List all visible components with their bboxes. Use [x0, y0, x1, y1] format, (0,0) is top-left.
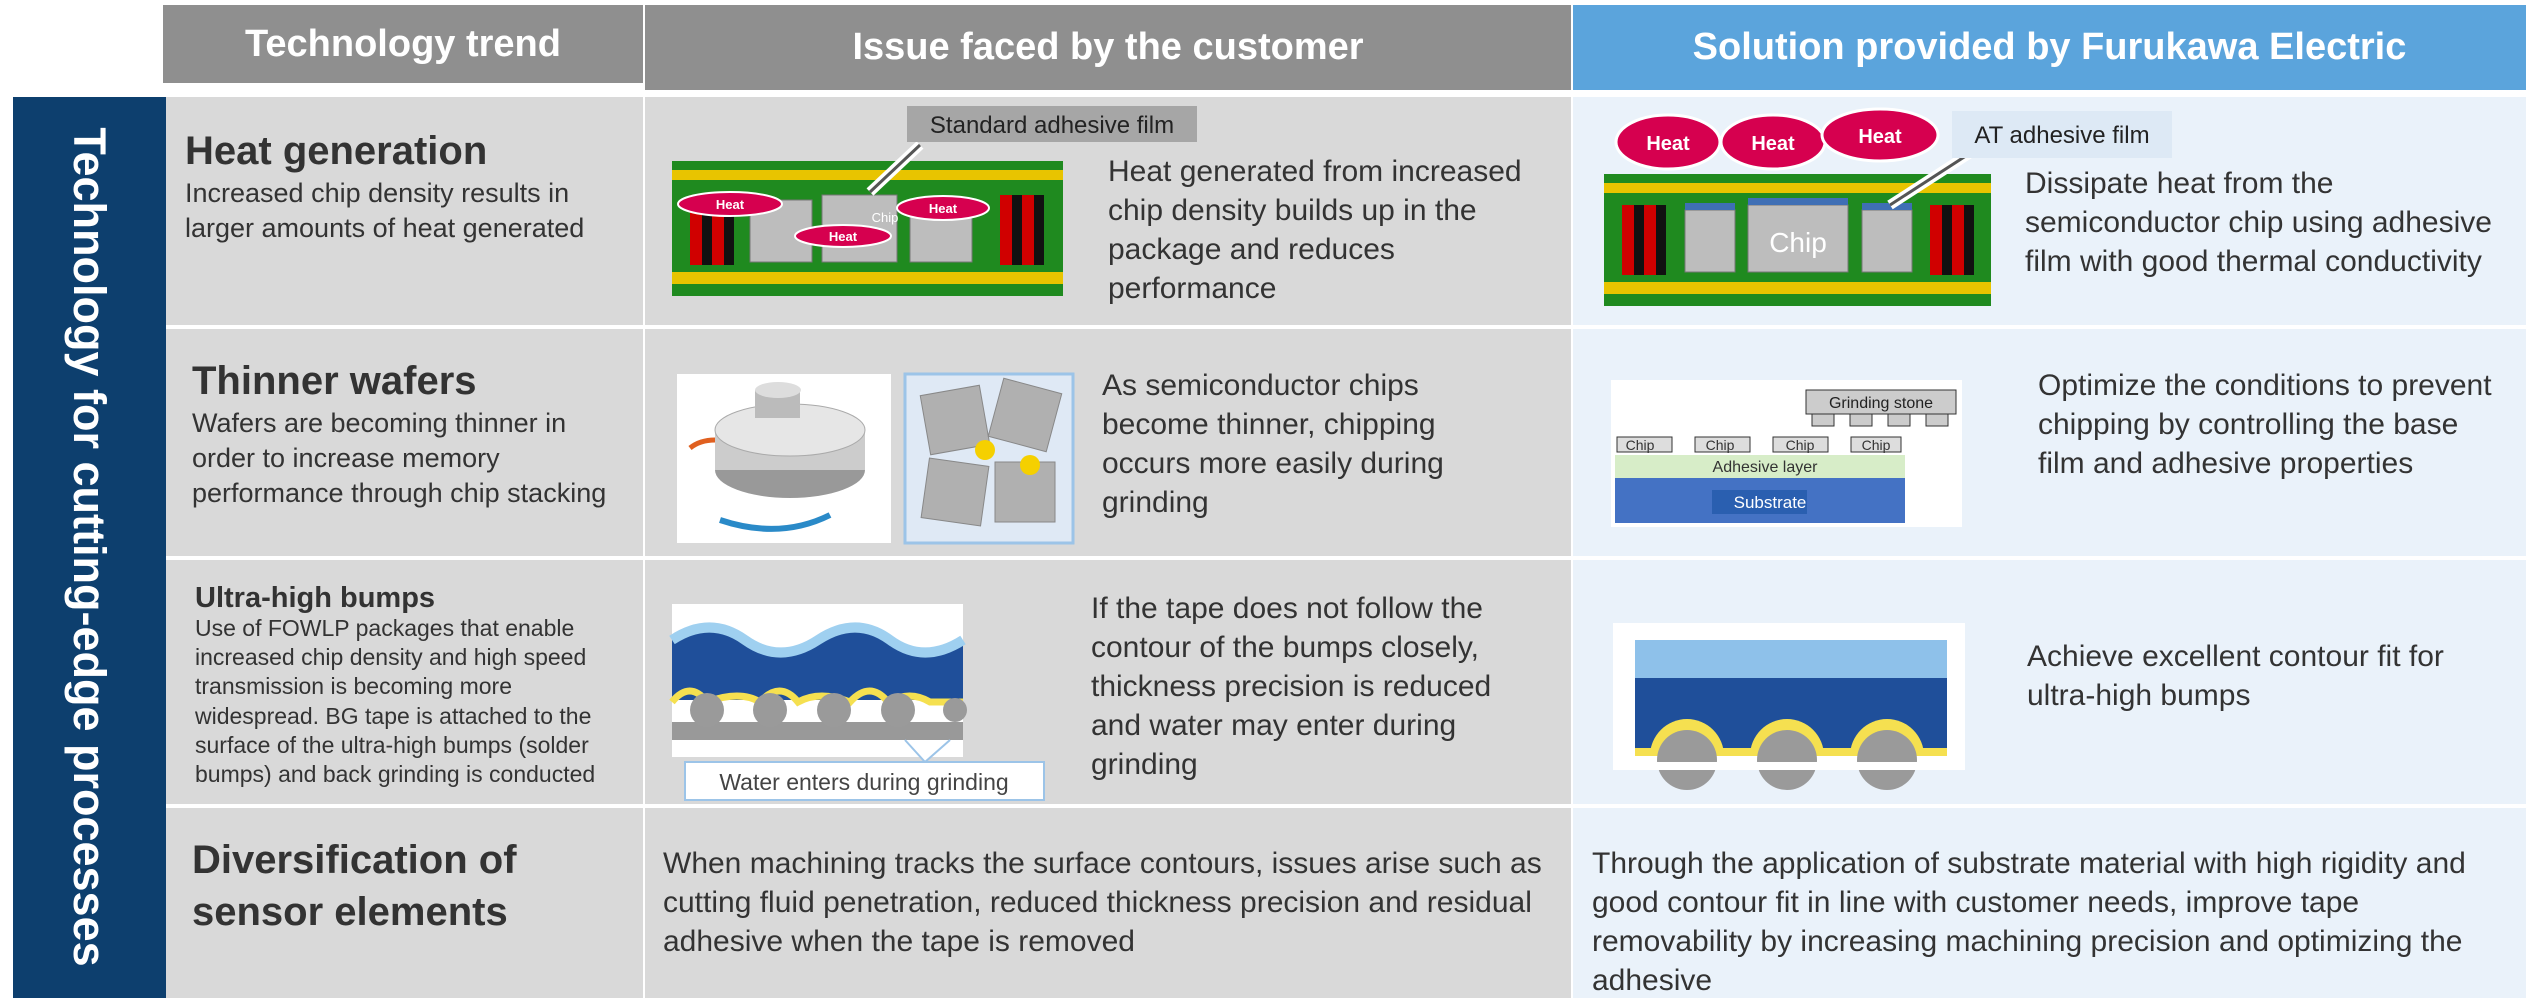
substrate-label: Substrate: [1734, 493, 1807, 512]
heat-label: Heat: [1751, 133, 1795, 155]
issue-text: As semiconductor chips become thinner, c…: [1102, 369, 1444, 519]
grinding-figure: Substrate Adhesive layer Chip Chip Chip …: [1611, 380, 1962, 527]
heat-label: Heat: [929, 201, 958, 216]
cell-bg: [166, 97, 643, 325]
cell-bg: [166, 808, 643, 998]
chip-label: Chip: [1706, 437, 1735, 453]
header-issue: Issue faced by the customer: [645, 5, 1571, 90]
chip-label: Chip: [1862, 437, 1891, 453]
heat-label: Heat: [1858, 126, 1902, 148]
solution-text: Achieve excellent contour fit for ultra-…: [2027, 640, 2444, 712]
grinding-figure: [677, 372, 1075, 545]
solution-text: Optimize the conditions to prevent chipp…: [2038, 369, 2492, 480]
row-description: Use of FOWLP packages that enable increa…: [195, 615, 596, 788]
package-figure: Heat Heat Heat Chip Standard adhesive fi…: [672, 106, 1197, 296]
bump-figure: [1613, 623, 1965, 790]
film-label: Standard adhesive film: [930, 112, 1174, 139]
chip-label: Chip: [872, 210, 899, 225]
heat-label: Heat: [829, 229, 858, 244]
row-description: Increased chip density results in larger…: [185, 178, 585, 244]
issue-text: Heat generated from increased chip densi…: [1108, 155, 1522, 305]
row-description: Wafers are becoming thinner in order to …: [192, 408, 607, 509]
heat-label: Heat: [716, 197, 745, 212]
cell-bg: [645, 808, 1571, 998]
stone-label: Grinding stone: [1829, 395, 1933, 412]
water-label: Water enters during grinding: [719, 769, 1008, 795]
issue-text: When machining tracks the surface contou…: [663, 847, 1542, 958]
solution-text: Dissipate heat from the semiconductor ch…: [2025, 167, 2492, 278]
header-trend: Technology trend: [163, 5, 643, 83]
solution-text: Through the application of substrate mat…: [1592, 847, 2466, 997]
row-title: Heat generation: [185, 129, 488, 173]
cell-bg: [166, 560, 643, 804]
side-band: [13, 97, 166, 998]
adhesive-label: Adhesive layer: [1713, 459, 1819, 476]
header-solution: Solution provided by Furukawa Electric: [1573, 5, 2526, 90]
chip-label: Chip: [1786, 437, 1815, 453]
cell-bg: [166, 329, 643, 556]
bump-figure: Water enters during grinding: [669, 604, 1045, 801]
row-title: Diversification of sensor elements: [192, 838, 517, 934]
row-title: Ultra-high bumps: [195, 582, 436, 614]
film-label: AT adhesive film: [1974, 122, 2149, 149]
package-figure: Chip Heat Heat Heat AT adhesive film: [1604, 107, 2172, 306]
heat-label: Heat: [1646, 133, 1690, 155]
row-title: Thinner wafers: [192, 359, 477, 403]
cell-bg: [1573, 808, 2526, 998]
chip-label: Chip: [1769, 227, 1827, 258]
issue-text: If the tape does not follow the contour …: [1091, 592, 1492, 781]
chip-label: Chip: [1626, 437, 1655, 453]
